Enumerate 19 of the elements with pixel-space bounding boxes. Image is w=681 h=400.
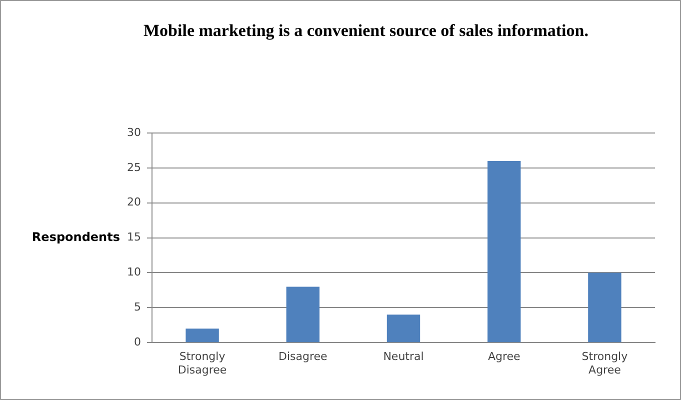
bar (386, 314, 420, 342)
x-tick-label: Neutral (383, 350, 424, 364)
x-tick-label: Strongly Agree (582, 350, 628, 376)
bar (588, 272, 622, 342)
chart-title: Mobile marketing is a convenient source of sales information. (142, 20, 590, 42)
y-axis-title: Respondents (32, 230, 120, 244)
y-tick-label: 20 (126, 196, 141, 209)
y-tick-label: 5 (134, 300, 141, 314)
x-tick-label: Strongly Disagree (178, 350, 227, 376)
y-tick-label: 0 (134, 335, 141, 348)
bar (488, 160, 521, 342)
bar (186, 328, 219, 342)
y-tick-label: 10 (126, 266, 141, 279)
bar (286, 286, 320, 342)
y-tick-label: 25 (126, 160, 141, 174)
x-tick-label: Agree (488, 350, 520, 364)
y-tick-label: 30 (126, 126, 141, 139)
x-tick-label: Disagree (278, 350, 328, 364)
y-tick-label: 15 (126, 230, 141, 244)
